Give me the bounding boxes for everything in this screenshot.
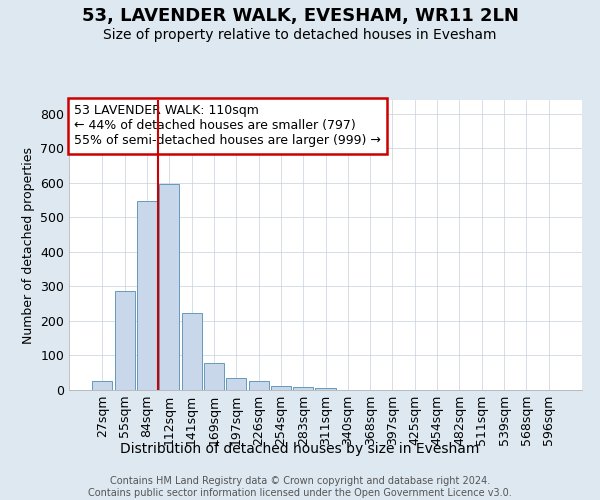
Text: Contains HM Land Registry data © Crown copyright and database right 2024.
Contai: Contains HM Land Registry data © Crown c… xyxy=(88,476,512,498)
Bar xyxy=(316,388,335,390)
Text: Size of property relative to detached houses in Evesham: Size of property relative to detached ho… xyxy=(103,28,497,42)
Bar xyxy=(226,378,246,390)
Bar xyxy=(293,387,313,390)
Bar xyxy=(159,184,179,390)
Bar xyxy=(204,363,224,390)
Text: 53 LAVENDER WALK: 110sqm
← 44% of detached houses are smaller (797)
55% of semi-: 53 LAVENDER WALK: 110sqm ← 44% of detach… xyxy=(74,104,381,148)
Bar xyxy=(92,380,112,390)
Text: Distribution of detached houses by size in Evesham: Distribution of detached houses by size … xyxy=(121,442,479,456)
Y-axis label: Number of detached properties: Number of detached properties xyxy=(22,146,35,344)
Bar xyxy=(248,382,269,390)
Bar xyxy=(271,386,291,390)
Bar xyxy=(182,312,202,390)
Bar xyxy=(137,201,157,390)
Text: 53, LAVENDER WALK, EVESHAM, WR11 2LN: 53, LAVENDER WALK, EVESHAM, WR11 2LN xyxy=(82,8,518,26)
Bar xyxy=(115,290,135,390)
